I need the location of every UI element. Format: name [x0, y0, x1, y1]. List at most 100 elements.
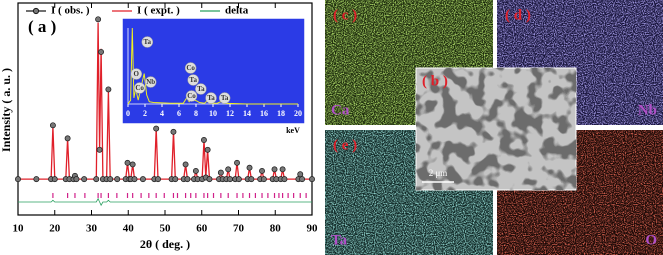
- eds-label-bubble: [184, 62, 197, 74]
- eds-label: Ta: [207, 94, 215, 102]
- obs-point: [217, 169, 224, 176]
- delta-line: [18, 197, 312, 207]
- inset-x-tick-label: 14: [243, 109, 251, 118]
- obs-point: [246, 164, 253, 171]
- panel-label: ( b ): [422, 73, 448, 89]
- inset-x-tick-label: 12: [226, 109, 234, 118]
- eds-label-bubble: [205, 92, 217, 104]
- obs-point: [234, 159, 240, 166]
- panel-label: ( e ): [333, 137, 357, 153]
- obs-point: [96, 146, 103, 153]
- obs-point: [260, 176, 267, 183]
- inset-x-tick-label: 0: [126, 109, 130, 118]
- obs-point: [139, 176, 146, 183]
- obs-point: [227, 176, 233, 183]
- obs-point: [93, 176, 100, 183]
- x-tick-label: 70: [233, 223, 245, 235]
- inset-x-tick-label: 16: [260, 109, 268, 118]
- x-axis-label: 2θ ( deg. ): [140, 237, 190, 251]
- obs-point: [64, 135, 71, 142]
- obs-point: [225, 166, 232, 173]
- obs-point: [281, 176, 288, 183]
- element-label: O: [645, 232, 657, 248]
- obs-point: [49, 122, 56, 129]
- obs-point: [81, 176, 88, 183]
- obs-point: [73, 176, 80, 183]
- eds-label-bubble: [218, 92, 231, 104]
- x-tick-label: 60: [196, 223, 208, 235]
- obs-point: [107, 176, 114, 183]
- eds-label-bubble: [185, 90, 198, 102]
- obs-point: [105, 86, 112, 93]
- x-tick-label: 50: [160, 223, 172, 235]
- inset-x-tick-label: 8: [194, 109, 198, 118]
- legend-label: I ( expt. ): [137, 5, 180, 17]
- obs-point: [131, 176, 138, 183]
- y-axis-label: Intensity ( a. u. ): [0, 68, 13, 152]
- sem-texture: [416, 68, 576, 190]
- legend-marker: [32, 7, 40, 15]
- legend-label: delta: [225, 5, 249, 17]
- obs-point: [15, 176, 21, 183]
- eds-label: Nb: [146, 78, 155, 86]
- eds-label: Co: [186, 64, 195, 72]
- eds-label: Co: [187, 92, 196, 100]
- obs-point: [206, 176, 213, 183]
- obs-point: [95, 16, 102, 23]
- eds-label: Ta: [144, 38, 152, 46]
- eds-label-bubble: [133, 82, 146, 94]
- obs-point: [98, 48, 105, 55]
- inset-x-tick-label: 6: [177, 109, 181, 118]
- obs-point: [155, 176, 161, 183]
- obs-point: [153, 125, 160, 132]
- obs-point: [172, 176, 179, 183]
- obs-point: [271, 166, 278, 173]
- element-label: Ca: [331, 102, 350, 118]
- calc-line: [18, 22, 312, 180]
- obs-point: [299, 176, 306, 183]
- eds-label: Ta: [189, 76, 197, 84]
- panel-label: ( c ): [333, 7, 357, 23]
- obs-point: [309, 176, 315, 183]
- obs-point: [297, 171, 304, 178]
- eds-label-bubble: [195, 83, 207, 95]
- obs-point: [259, 168, 265, 174]
- obs-point: [129, 161, 136, 168]
- inset-x-tick-label: 18: [277, 109, 285, 118]
- x-tick-label: 40: [123, 223, 135, 235]
- obs-point: [114, 176, 121, 183]
- inset-x-tick-label: 4: [160, 109, 164, 118]
- eds-label-bubble: [130, 68, 142, 80]
- inset-x-tick-label: 10: [209, 109, 217, 118]
- obs-point: [235, 176, 242, 183]
- obs-point: [192, 168, 199, 174]
- obs-point: [248, 176, 255, 183]
- eds-label: Ta: [221, 94, 229, 102]
- x-tick-label: 20: [49, 223, 61, 235]
- obs-point: [182, 161, 189, 168]
- legend-label: I ( obs. ): [51, 5, 90, 17]
- obs-point: [279, 166, 286, 173]
- eds-label-bubble: [187, 74, 199, 86]
- obs-point: [204, 146, 211, 153]
- x-tick-label: 30: [86, 223, 98, 235]
- element-label: Nb: [638, 102, 657, 118]
- obs-point: [184, 176, 191, 183]
- eds-label-bubble: [144, 76, 157, 88]
- x-tick-label: 90: [307, 223, 319, 235]
- obs-point: [201, 137, 207, 143]
- obs-point: [124, 159, 131, 166]
- obs-point: [170, 128, 177, 135]
- eds-label: Ta: [197, 85, 205, 93]
- x-tick-label: 10: [13, 223, 25, 235]
- map-panels: ( c )Ca( d )Nb( e )Ta( f )O( b )2 μm: [325, 0, 663, 255]
- eds-label-bubble: [141, 36, 154, 48]
- element-label: Ta: [331, 232, 348, 248]
- inset-x-tick-label: 2: [143, 109, 147, 118]
- obs-point: [33, 176, 40, 183]
- eds-label: Co: [135, 84, 144, 92]
- obs-point: [51, 176, 58, 183]
- x-tick-label: 80: [270, 223, 282, 235]
- eds-label: O: [134, 70, 140, 78]
